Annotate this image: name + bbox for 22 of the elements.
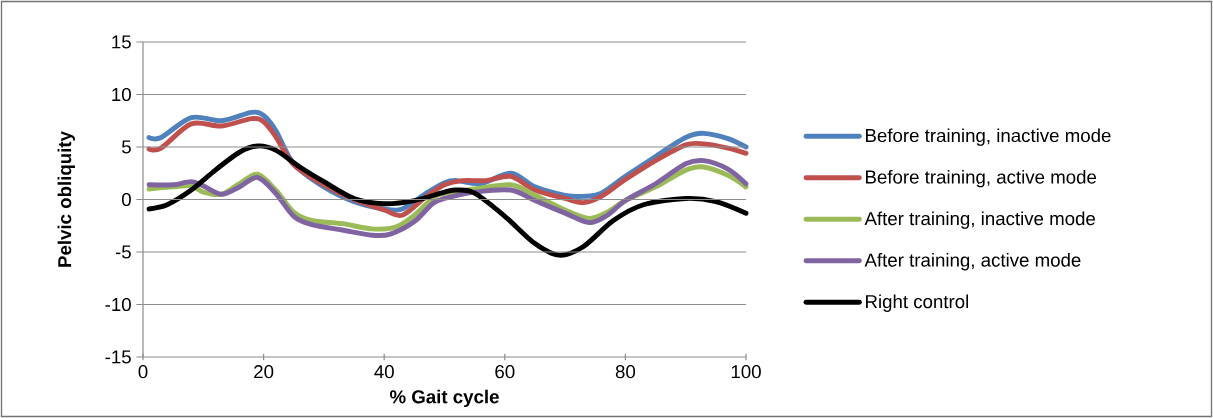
line-series bbox=[146, 157, 749, 239]
legend-label: Before training, active mode bbox=[866, 169, 1097, 188]
legend-label: Before training, inactive mode bbox=[866, 128, 1111, 146]
y-tick-label: 0 bbox=[121, 192, 131, 207]
x-tick-label: 0 bbox=[138, 365, 148, 379]
x-tick-label: 100 bbox=[731, 365, 761, 379]
legend-label: After training, active mode bbox=[864, 252, 1081, 271]
x-tick-label: 40 bbox=[374, 365, 394, 379]
x-tick-label: 80 bbox=[615, 365, 636, 379]
y-tick-label: 15 bbox=[112, 35, 131, 49]
y-axis-title: Pelvic obliquity bbox=[57, 131, 75, 267]
legend-label: Right control bbox=[866, 294, 969, 312]
x-tick-label: 20 bbox=[254, 365, 274, 379]
y-tick-label: -5 bbox=[115, 245, 131, 259]
line-series bbox=[146, 143, 749, 258]
y-tick-label: -15 bbox=[105, 350, 131, 364]
legend-label: After training, inactive mode bbox=[864, 211, 1096, 229]
x-tick-label: 60 bbox=[495, 365, 515, 379]
y-tick-label: 5 bbox=[122, 140, 131, 154]
y-tick-label: -10 bbox=[105, 297, 131, 312]
x-axis-title: % Gait cycle bbox=[389, 389, 499, 408]
y-tick-label: 10 bbox=[112, 87, 131, 102]
